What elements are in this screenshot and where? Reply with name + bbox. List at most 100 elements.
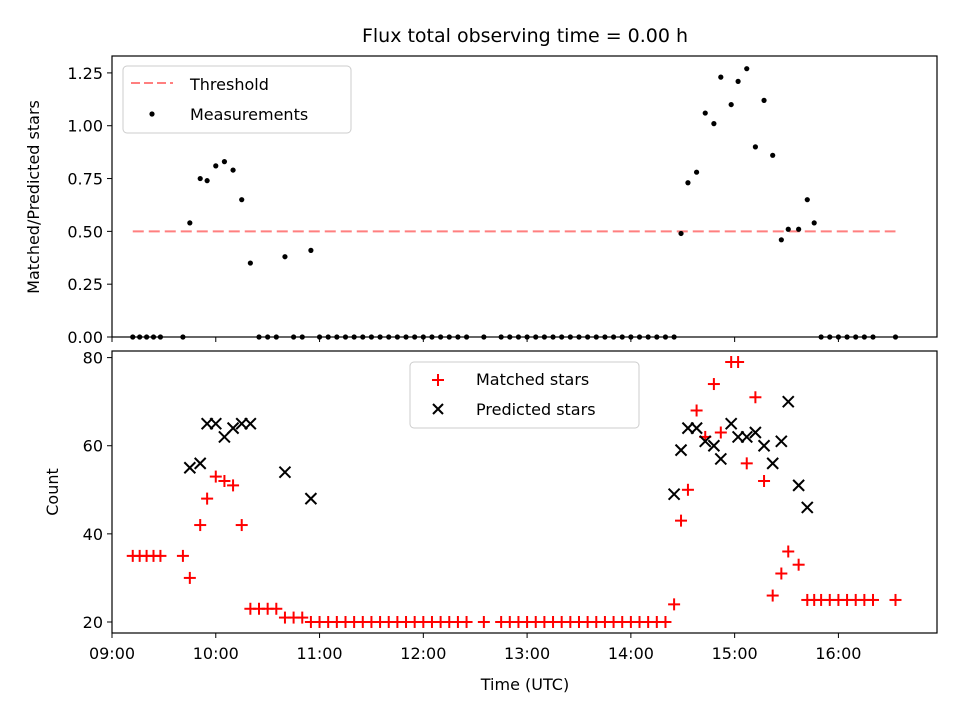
measurement-point (221, 159, 228, 165)
chart-title: Flux total observing time = 0.00 h (362, 25, 688, 47)
measurement-point (711, 121, 717, 127)
measurement-point (735, 78, 741, 84)
predicted-star-marker (244, 417, 257, 430)
predicted-star-marker (775, 435, 788, 448)
matched-star-marker (766, 589, 779, 602)
matched-star-marker (201, 492, 214, 505)
top-y-tick-label: 0.75 (67, 170, 103, 189)
predicted-star-marker (226, 421, 240, 435)
measurement-point (728, 101, 734, 108)
matched-star-marker (183, 571, 196, 584)
x-axis-label: Time (UTC) (480, 675, 569, 694)
predicted-stars-points (183, 395, 814, 514)
top-y-tick-label: 1.25 (67, 64, 103, 83)
predicted-star-marker (304, 492, 318, 505)
bottom-legend: Matched stars Predicted stars (409, 361, 640, 429)
bottom-y-tick-label: 60 (83, 437, 103, 456)
top-plot-area: 0.00 0.25 0.50 0.75 1.00 1.25 (67, 55, 938, 347)
matched-star-marker (668, 598, 681, 611)
legend-threshold-label: Threshold (189, 75, 269, 94)
measurement-point (811, 220, 817, 226)
matched-star-marker (740, 457, 753, 470)
matched-star-marker (690, 404, 703, 417)
matched-star-marker (732, 356, 745, 369)
bottom-axes-frame (111, 350, 938, 634)
legend-measurements-label: Measurements (190, 105, 308, 124)
top-axes-frame (111, 55, 938, 338)
matched-star-marker (714, 426, 727, 439)
matched-star-marker (707, 378, 720, 391)
x-tick-label: 16:00 (815, 644, 861, 663)
predicted-star-marker (757, 439, 771, 452)
matched-star-marker (460, 615, 473, 628)
matched-star-marker (867, 593, 880, 606)
matched-star-marker (296, 611, 309, 624)
measurement-point (247, 260, 253, 266)
matched-star-marker (749, 391, 762, 404)
bottom-y-tick-label: 40 (83, 525, 103, 544)
predicted-star-marker (209, 417, 222, 430)
predicted-star-marker (674, 443, 688, 457)
bottom-y-axis-label: Count (43, 468, 62, 516)
top-y-axis-label: Matched/Predicted stars (24, 100, 43, 294)
matched-star-marker (270, 602, 283, 615)
matched-star-marker (209, 470, 222, 483)
measurement-point (693, 169, 700, 175)
matched-star-marker (659, 615, 672, 628)
measurement-point (213, 163, 219, 169)
predicted-star-marker (183, 461, 197, 474)
measurement-point (785, 226, 791, 232)
predicted-star-marker (699, 435, 712, 448)
top-y-tick-label: 0.50 (67, 222, 103, 241)
legend-matched-label: Matched stars (476, 370, 589, 389)
measurement-point (744, 66, 750, 72)
predicted-star-marker (690, 421, 703, 435)
legend-matched-swatch (432, 374, 444, 386)
measurement-point (778, 237, 784, 243)
top-legend: Threshold Measurements (122, 65, 352, 134)
predicted-star-marker (766, 457, 779, 470)
bottom-y-tick-label: 20 (83, 613, 103, 632)
bottom-plot-area: 20 40 60 80 09:00 10:00 11:00 12:00 13:00 14:00 1… (83, 349, 938, 663)
matched-star-marker (227, 479, 240, 492)
x-tick-label: 10:00 (193, 644, 239, 663)
matched-star-marker (218, 474, 231, 487)
measurement-point (239, 197, 245, 203)
measurement-point (685, 180, 691, 186)
measurement-point (770, 152, 776, 158)
measurement-point (187, 220, 193, 226)
x-tick-label: 11:00 (296, 644, 342, 663)
legend-predicted-label: Predicted stars (476, 400, 596, 419)
measurement-point (761, 97, 767, 103)
bottom-x-ticks: 09:00 10:00 11:00 12:00 13:00 14:00 15:00 16:00 (89, 633, 861, 663)
measurement-point (678, 230, 684, 237)
matched-stars-points (126, 356, 902, 628)
measurement-point (752, 144, 758, 150)
matched-star-marker (675, 514, 688, 527)
top-y-tick-label: 0.25 (67, 275, 103, 294)
x-tick-label: 09:00 (89, 644, 135, 663)
predicted-star-marker (278, 465, 292, 479)
matched-star-marker (775, 567, 788, 580)
bottom-y-ticks: 20 40 60 80 (83, 349, 112, 632)
measurement-point (308, 247, 314, 253)
predicted-star-marker (194, 457, 207, 470)
matched-star-marker (176, 549, 189, 562)
top-y-ticks: 0.00 0.25 0.50 0.75 1.00 1.25 (67, 64, 112, 347)
matched-star-marker (477, 615, 490, 628)
predicted-star-marker (707, 439, 721, 452)
measurement-point (718, 74, 724, 80)
legend-measurements-swatch (149, 111, 155, 117)
matched-star-marker (681, 483, 694, 496)
matched-star-marker (235, 519, 248, 532)
measurement-point (204, 178, 210, 184)
predicted-star-marker (782, 395, 795, 408)
matched-star-marker (758, 474, 771, 487)
top-y-tick-label: 1.00 (67, 117, 103, 136)
matched-star-marker (889, 593, 902, 606)
matched-star-marker (194, 519, 207, 532)
bottom-y-tick-label: 80 (83, 349, 103, 368)
legend-predicted-swatch (432, 403, 444, 415)
measurement-points (130, 66, 899, 340)
